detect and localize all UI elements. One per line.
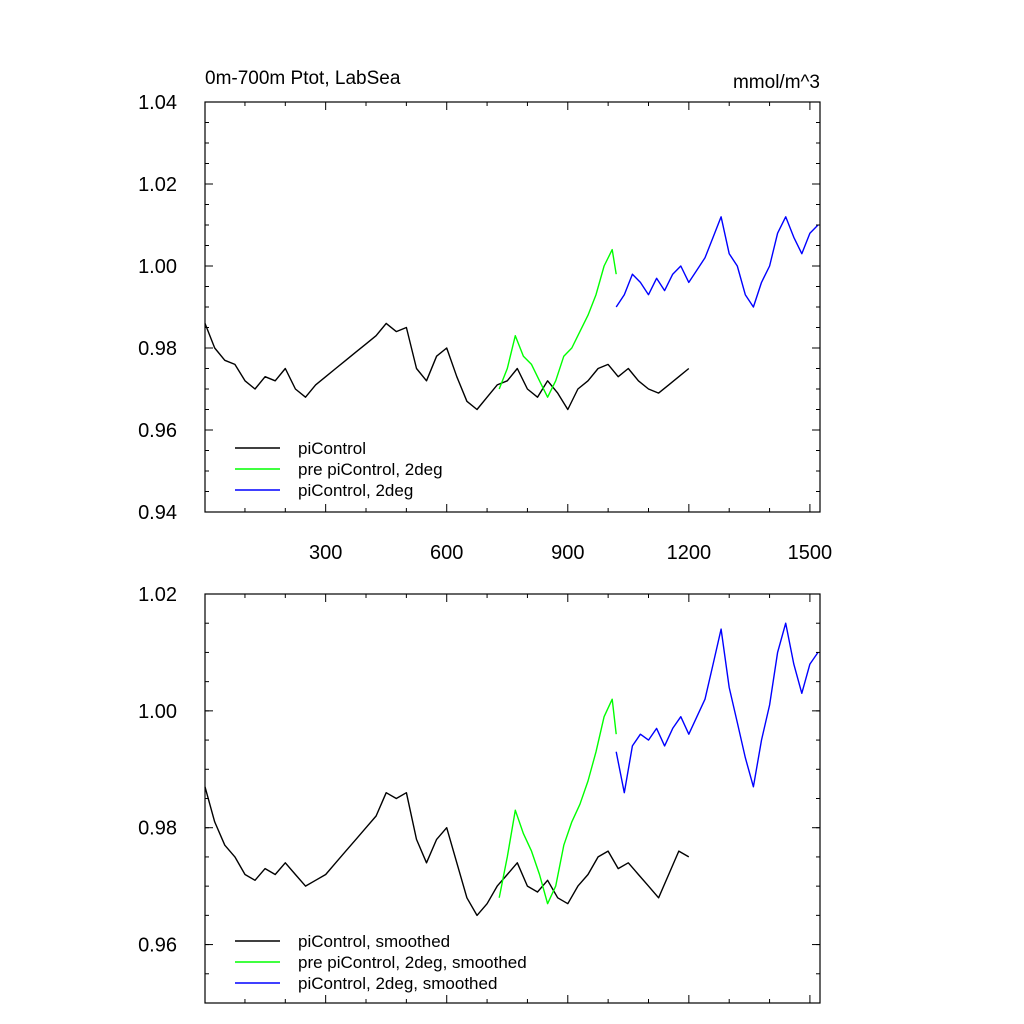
series-line-2 xyxy=(615,216,819,308)
bottom-panel: 0.96 0.98 1.00 1.02 piControl, smoothed pre p… xyxy=(138,584,821,1004)
x-tick-label: 600 xyxy=(430,542,463,564)
legend-label-1: pre piControl, 2deg xyxy=(298,460,443,479)
x-tick-label: 1200 xyxy=(667,542,712,564)
y-tick-label: 1.02 xyxy=(138,174,177,196)
legend-label-2: piControl, 2deg xyxy=(298,481,413,500)
y-tick-label: 1.00 xyxy=(138,256,177,278)
series-line-0 xyxy=(204,322,690,411)
legend: piControl, smoothed pre piControl, 2deg, … xyxy=(235,932,527,993)
series-line-2 xyxy=(615,622,819,794)
legend-label-0: piControl xyxy=(298,439,366,458)
top-unit-label: mmol/m^3 xyxy=(733,72,820,93)
y-tick-label: 0.96 xyxy=(138,935,177,957)
legend-label-1: pre piControl, 2deg, smoothed xyxy=(298,953,527,972)
x-tick-label: 900 xyxy=(551,542,584,564)
y-tick-label: 0.98 xyxy=(138,818,177,840)
legend-label-2: piControl, 2deg, smoothed xyxy=(298,974,497,993)
series-group xyxy=(204,622,819,917)
y-tick-label: 1.02 xyxy=(138,584,177,606)
y-tick-label: 0.98 xyxy=(138,338,177,360)
top-panel: 0m-700m Ptot, LabSea mmol/m^3 0.94 0.96 0.… xyxy=(138,68,832,564)
legend: piControl pre piControl, 2deg piControl, 2… xyxy=(235,439,443,500)
series-line-1 xyxy=(498,248,617,398)
series-line-0 xyxy=(204,786,690,917)
y-tick-label: 1.04 xyxy=(138,92,177,114)
legend-label-0: piControl, smoothed xyxy=(298,932,450,951)
series-line-1 xyxy=(498,698,617,905)
y-tick-label: 1.00 xyxy=(138,701,177,723)
y-tick-label: 0.94 xyxy=(138,502,177,524)
series-group xyxy=(204,216,819,411)
y-tick-label: 0.96 xyxy=(138,420,177,442)
x-tick-label: 300 xyxy=(309,542,342,564)
x-tick-label: 1500 xyxy=(788,542,833,564)
top-title: 0m-700m Ptot, LabSea xyxy=(205,68,401,89)
